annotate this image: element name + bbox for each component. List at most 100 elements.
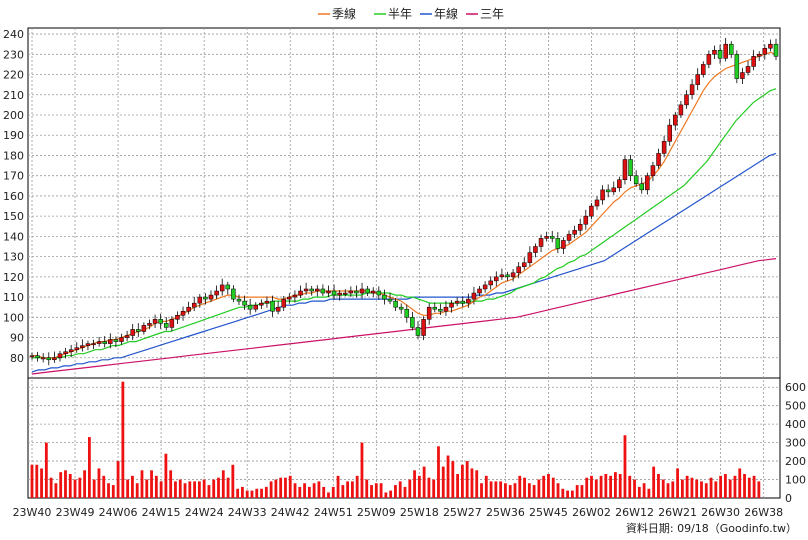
candle <box>130 323 135 341</box>
candle <box>136 323 141 337</box>
candle <box>555 232 561 254</box>
candle-body <box>673 114 678 126</box>
candle <box>85 340 91 351</box>
candle-body <box>404 308 410 318</box>
candle-body <box>382 294 387 300</box>
volume-bar <box>504 483 507 498</box>
candle-body <box>348 290 354 294</box>
volume-bar <box>293 483 297 498</box>
legend-label: 三年 <box>480 7 504 21</box>
candle <box>180 306 186 321</box>
volume-bar <box>370 485 373 498</box>
candle-body <box>147 323 152 326</box>
volume-bar <box>317 481 321 498</box>
volume-bar <box>241 486 244 498</box>
candle-body <box>74 347 80 350</box>
candle-body <box>270 300 275 312</box>
candle-body <box>695 74 700 85</box>
candle-body <box>247 304 253 310</box>
volume-bar <box>403 486 407 498</box>
candle-body <box>102 341 107 344</box>
candle-body <box>113 339 119 342</box>
volume-bar <box>757 481 761 498</box>
volume-bar <box>264 486 268 498</box>
candle <box>80 339 85 352</box>
volume-bar <box>274 479 278 498</box>
candle-body <box>158 319 163 324</box>
candle-body <box>52 357 57 361</box>
volume-bar <box>83 470 87 498</box>
volume-bar <box>451 461 455 498</box>
candle-body <box>701 64 706 75</box>
volume-bar <box>585 477 589 498</box>
candle <box>387 292 393 305</box>
volume-bar <box>92 479 96 498</box>
candle-body <box>717 50 723 59</box>
candle <box>745 60 751 76</box>
x-tick-label: 24W15 <box>142 506 181 519</box>
volume-bar <box>394 485 397 498</box>
candle <box>756 51 762 61</box>
candle-body <box>393 300 398 308</box>
volume-bar <box>642 483 646 498</box>
candle <box>533 243 538 258</box>
candle-body <box>259 302 264 306</box>
volume-bar <box>561 488 565 498</box>
x-tick-label: 25W45 <box>529 506 568 519</box>
volume-bar <box>647 488 651 498</box>
candle <box>684 90 689 109</box>
candle <box>544 231 549 242</box>
candle-body <box>589 205 594 217</box>
volume-bar <box>169 470 173 498</box>
price-tick-label: 130 <box>3 251 24 264</box>
candle-body <box>242 300 247 306</box>
data-date-label: 資料日期: 09/18（Goodinfo.tw） <box>626 521 797 535</box>
volume-bar <box>260 488 263 498</box>
volume-bar <box>652 466 656 498</box>
volume-bar <box>719 475 723 498</box>
candle-body <box>684 94 689 106</box>
candle <box>589 203 594 220</box>
x-tick-label: 26W38 <box>744 506 783 519</box>
volume-bar <box>671 481 675 498</box>
candle <box>639 177 644 194</box>
volume-bar <box>374 483 378 498</box>
candle <box>315 285 320 297</box>
volume-bar <box>599 475 603 498</box>
candle <box>426 303 432 325</box>
price-tick-label: 100 <box>3 311 24 324</box>
candle-body <box>538 238 544 247</box>
volume-bar <box>709 477 713 498</box>
candle-body <box>449 302 454 308</box>
volume-bar <box>193 481 196 498</box>
volume-bar <box>700 481 703 498</box>
candle <box>477 285 482 297</box>
candle-body <box>605 189 611 193</box>
candle-body <box>499 274 505 278</box>
price-tick-label: 160 <box>3 190 24 203</box>
candle <box>734 50 740 84</box>
volume-bar <box>236 488 240 498</box>
price-tick-label: 200 <box>3 109 24 122</box>
candle <box>309 285 314 296</box>
candle-body <box>80 345 85 348</box>
volume-bar <box>59 472 63 498</box>
price-tick-label: 120 <box>3 271 24 284</box>
x-tick-label: 26W21 <box>658 506 697 519</box>
candle <box>432 302 438 313</box>
volume-bar <box>298 486 302 498</box>
three-year-ma-line <box>31 258 777 375</box>
candle <box>57 350 63 362</box>
x-tick-label: 25W27 <box>443 506 482 519</box>
volume-bar <box>747 477 751 498</box>
candle <box>449 300 454 313</box>
candle-body <box>712 50 717 55</box>
candle-body <box>734 54 740 79</box>
candle <box>119 333 124 345</box>
price-grid <box>28 33 780 359</box>
candle-body <box>639 183 644 191</box>
x-tick-label: 25W18 <box>400 506 439 519</box>
volume-bar <box>437 446 440 498</box>
volume-tick-label: 400 <box>785 418 806 431</box>
volume-bar <box>140 470 144 498</box>
